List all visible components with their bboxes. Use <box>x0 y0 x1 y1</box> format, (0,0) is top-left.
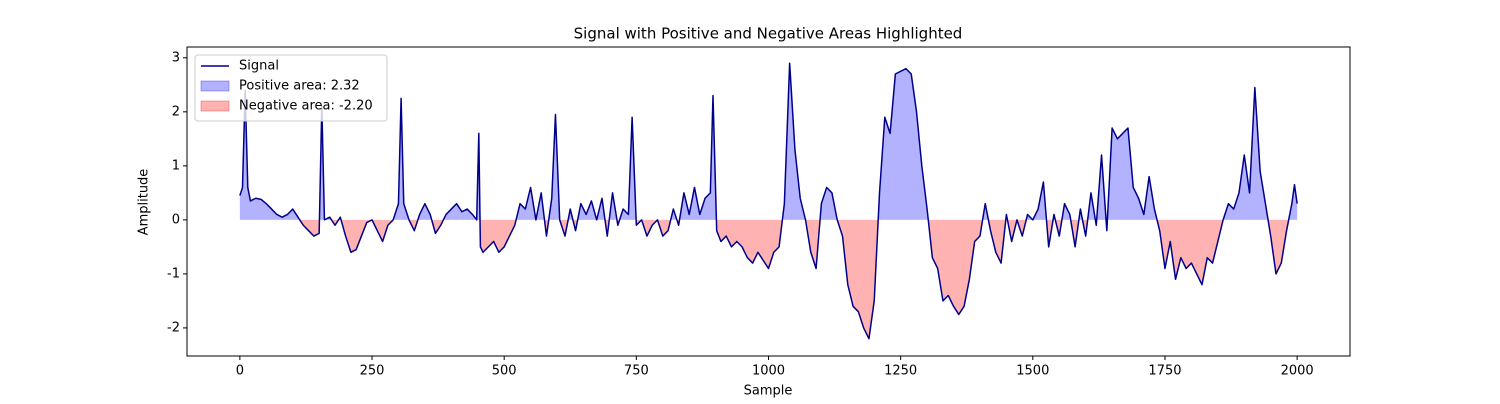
x-tick-label: 250 <box>360 364 385 379</box>
y-tick-label: 3 <box>172 50 180 65</box>
x-tick-label: 1250 <box>884 364 917 379</box>
x-tick-label: 2000 <box>1281 364 1314 379</box>
x-tick-label: 1750 <box>1148 364 1181 379</box>
y-axis-label: Amplitude <box>137 169 152 236</box>
legend-label: Negative area: -2.20 <box>239 99 373 114</box>
legend-swatch <box>200 80 230 92</box>
legend-box <box>194 54 388 122</box>
y-tick-label: -2 <box>167 320 180 335</box>
legend-label: Signal <box>239 59 279 74</box>
y-tick-label: 2 <box>172 104 180 119</box>
area-fill <box>299 219 1289 339</box>
y-tick-label: 0 <box>172 212 180 227</box>
x-tick-label: 1500 <box>1016 364 1049 379</box>
x-axis-label: Sample <box>744 384 793 399</box>
chart-title: Signal with Positive and Negative Areas … <box>574 25 963 43</box>
legend: Signal Positive area: 2.32 Negative area: … <box>194 54 388 122</box>
x-tick-label: 0 <box>236 364 244 379</box>
signal-line <box>239 62 1298 340</box>
y-tick-label: 1 <box>172 158 180 173</box>
legend-swatch <box>200 100 230 112</box>
x-tick-label: 500 <box>492 364 517 379</box>
legend-label: Positive area: 2.32 <box>239 79 360 94</box>
x-tick-label: 750 <box>624 364 649 379</box>
x-tick-label: 1000 <box>752 364 785 379</box>
y-tick-label: -1 <box>167 266 180 281</box>
